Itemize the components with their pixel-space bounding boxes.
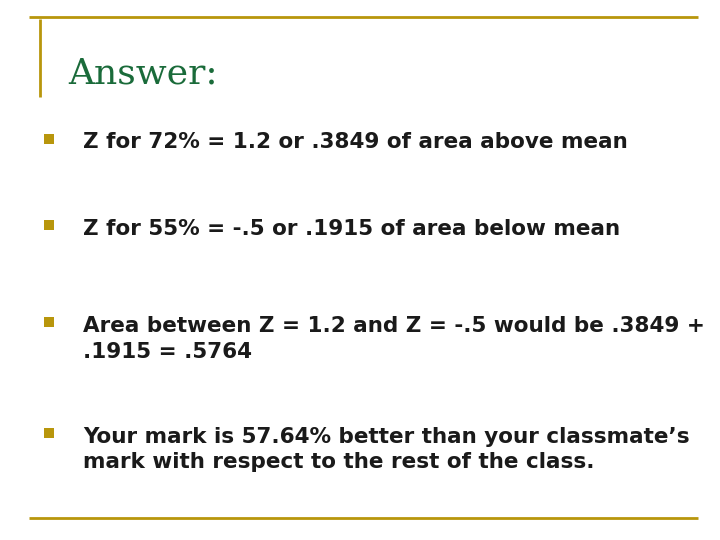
Text: Your mark is 57.64% better than your classmate’s
mark with respect to the rest o: Your mark is 57.64% better than your cla… (83, 427, 690, 472)
Text: Z for 55% = -.5 or .1915 of area below mean: Z for 55% = -.5 or .1915 of area below m… (83, 219, 620, 239)
Text: Answer:: Answer: (68, 57, 218, 91)
Text: Z for 72% = 1.2 or .3849 of area above mean: Z for 72% = 1.2 or .3849 of area above m… (83, 132, 628, 152)
Text: Area between Z = 1.2 and Z = -.5 would be .3849 +
.1915 = .5764: Area between Z = 1.2 and Z = -.5 would b… (83, 316, 705, 361)
